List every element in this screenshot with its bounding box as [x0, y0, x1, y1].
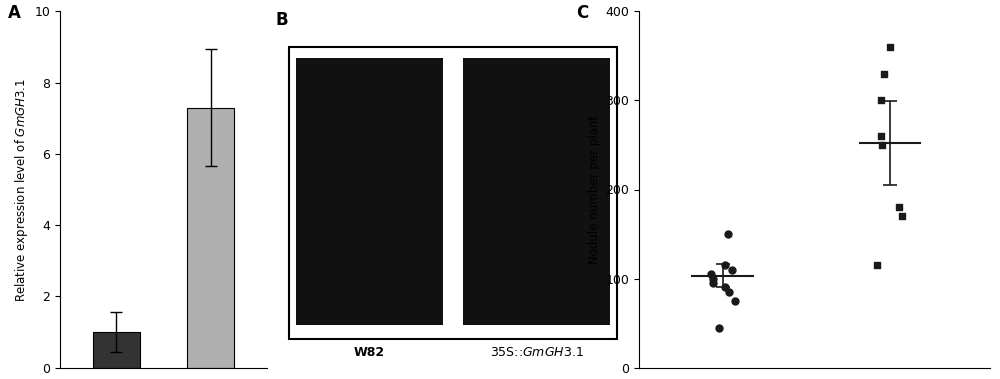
Point [727, 298, 743, 304]
Text: B: B [275, 11, 288, 29]
Point [891, 204, 907, 210]
Point [703, 271, 719, 277]
Point [720, 231, 736, 237]
Bar [93, 332, 140, 368]
Point [717, 262, 733, 268]
Point [711, 324, 727, 330]
Point [724, 267, 740, 273]
Point [873, 97, 889, 103]
Point [882, 44, 898, 50]
Y-axis label: Relative expression level of $\it{GmGH3.1}$: Relative expression level of $\it{GmGH3.… [13, 77, 30, 302]
Bar [187, 108, 234, 368]
Point [705, 276, 721, 282]
Point [876, 71, 892, 77]
Text: A: A [8, 4, 21, 22]
Point [894, 213, 910, 219]
Text: C: C [576, 4, 588, 22]
Text: 35S::$\it{GmGH3.1}$: 35S::$\it{GmGH3.1}$ [490, 346, 584, 359]
Point [874, 142, 890, 148]
FancyBboxPatch shape [463, 58, 610, 325]
Point [717, 284, 733, 291]
Point [721, 289, 737, 295]
Point [705, 280, 721, 286]
FancyBboxPatch shape [296, 58, 443, 325]
Point [873, 133, 889, 139]
Point [869, 262, 885, 268]
FancyBboxPatch shape [289, 47, 617, 339]
Y-axis label: Nodule number per plant: Nodule number per plant [588, 115, 601, 264]
Text: W82: W82 [354, 346, 385, 359]
